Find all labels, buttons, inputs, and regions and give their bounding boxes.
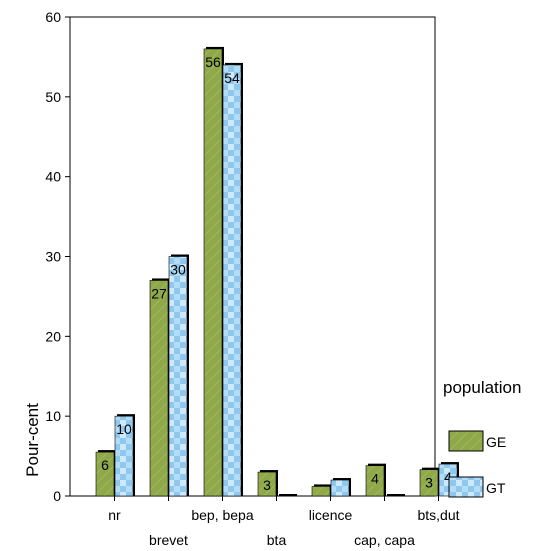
x-category-label: nr (108, 507, 121, 523)
data-label: 4 (371, 471, 379, 487)
x-category-label: licence (309, 507, 353, 523)
data-label: 4 (444, 469, 452, 485)
bar-ge (311, 486, 331, 497)
legend-label-ge: GE (486, 434, 506, 450)
bar-ge (149, 280, 169, 497)
bar-gt (168, 256, 188, 497)
x-category-label: bts,dut (417, 507, 459, 523)
y-tick-label: 30 (45, 249, 61, 265)
bar-shadow (279, 494, 297, 496)
y-tick-label: 60 (45, 9, 61, 25)
x-category-label: bta (267, 532, 287, 548)
bar-ge (203, 48, 223, 497)
y-tick-label: 40 (45, 169, 61, 185)
data-label: 27 (151, 285, 167, 301)
legend-swatch-gt (448, 476, 484, 498)
data-label: 10 (116, 421, 132, 437)
bar-gt (114, 415, 134, 497)
data-label: 54 (224, 70, 240, 86)
y-tick-label: 0 (53, 488, 61, 504)
y-tick-label: 10 (45, 408, 61, 424)
data-label: 56 (205, 54, 221, 70)
bar-ge (95, 451, 115, 497)
bar-gt (330, 479, 350, 497)
x-category-label: brevet (149, 532, 188, 548)
bar-ge (365, 465, 385, 497)
y-tick-label: 50 (45, 89, 61, 105)
y-tick-label: 20 (45, 328, 61, 344)
y-axis: 0 10 20 30 40 50 60 (45, 9, 70, 504)
bar-gt (222, 64, 242, 497)
data-label: 30 (170, 262, 186, 278)
x-category-label: cap, capa (354, 532, 415, 548)
data-label: 6 (101, 457, 109, 473)
bar-ge (257, 471, 277, 497)
data-label: 3 (425, 475, 433, 491)
legend-title: population (443, 378, 521, 397)
bar-ge (419, 469, 439, 497)
bar-shadow (387, 494, 405, 496)
legend-swatch-ge (448, 430, 484, 452)
bars-group (95, 46, 459, 497)
y-axis-title: Pour-cent (23, 403, 42, 477)
x-category-label: bep, bepa (191, 507, 253, 523)
data-label: 3 (263, 477, 271, 493)
legend: population GE GT (443, 378, 521, 498)
legend-label-gt: GT (486, 480, 506, 496)
